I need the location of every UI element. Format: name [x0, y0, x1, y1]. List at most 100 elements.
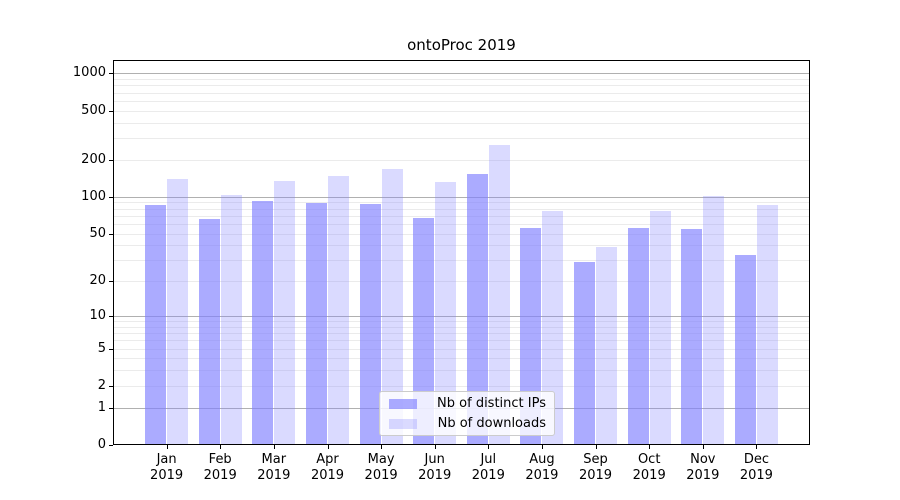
y-tick-label-50: 50	[89, 225, 106, 241]
month-label: Sep	[583, 452, 608, 467]
bar-downloads-jun	[435, 182, 457, 445]
month-label: May	[367, 452, 395, 467]
x-tick-mark-sep	[595, 445, 597, 449]
y-tick-label-2: 2	[97, 377, 106, 393]
month-label: Jul	[480, 452, 497, 467]
y-tick-label-100: 100	[81, 188, 106, 204]
y-tick-label-1: 1	[97, 399, 106, 415]
minor-gridline-600	[113, 100, 810, 102]
bar-downloads-sep	[596, 246, 617, 445]
minor-gridline-80	[113, 208, 810, 210]
y-tick-label-20: 20	[89, 273, 106, 289]
minor-gridline-60	[113, 223, 810, 225]
y-tick-mark-200	[109, 159, 113, 161]
bar-distinct-ips-apr	[306, 202, 327, 445]
y-tick-label-10: 10	[89, 308, 106, 323]
downloads-swatch-icon	[389, 418, 417, 429]
month-label: Jan	[156, 452, 177, 467]
bar-distinct-ips-jun	[413, 218, 435, 445]
minor-gridline-90	[113, 202, 810, 204]
minor-gridline-8	[113, 326, 810, 328]
y-tick-mark-100	[109, 196, 113, 198]
x-tick-mark-dec	[756, 445, 758, 449]
minor-gridline-5	[113, 348, 810, 350]
minor-gridline-2	[113, 385, 810, 387]
bar-distinct-ips-nov	[681, 229, 703, 445]
minor-gridline-20	[113, 281, 810, 283]
minor-gridline-300	[113, 138, 810, 139]
legend-item-distinct-ips: Nb of distinct IPs	[389, 395, 546, 412]
minor-gridline-7	[113, 333, 810, 335]
major-gridline-1000	[113, 73, 810, 75]
x-tick-mark-feb	[220, 445, 222, 449]
y-tick-label-0: 0	[97, 437, 106, 452]
month-label: Mar	[261, 452, 287, 467]
year-label: 2019	[418, 468, 452, 483]
y-tick-mark-500	[109, 110, 113, 112]
x-tick-label-feb: Feb 2019	[190, 452, 250, 484]
bar-distinct-ips-may	[359, 203, 381, 445]
x-tick-mark-may	[381, 445, 383, 449]
minor-gridline-200	[113, 159, 810, 161]
x-tick-label-jan: Jan 2019	[137, 452, 197, 484]
minor-gridline-700	[113, 92, 810, 94]
bar-distinct-ips-sep	[574, 262, 595, 445]
bar-downloads-mar	[274, 180, 296, 445]
bar-distinct-ips-feb	[198, 218, 220, 445]
year-label: 2019	[686, 468, 720, 483]
x-tick-mark-aug	[541, 445, 543, 449]
minor-gridline-900	[113, 79, 810, 80]
bar-downloads-may	[381, 169, 403, 445]
chart-title: ontoProc 2019	[407, 36, 516, 54]
year-label: 2019	[310, 468, 345, 483]
bar-distinct-ips-oct	[627, 228, 649, 445]
y-tick-mark-0	[109, 445, 113, 446]
x-tick-mark-nov	[702, 445, 704, 449]
distinct-ips-swatch-icon	[389, 398, 417, 409]
legend-item-downloads: Nb of downloads	[389, 415, 546, 432]
bar-distinct-ips-jan	[145, 205, 167, 445]
year-label: 2019	[632, 468, 666, 483]
legend-label: Nb of distinct IPs	[437, 396, 546, 411]
x-tick-mark-jul	[488, 445, 490, 449]
bar-distinct-ips-mar	[252, 201, 274, 445]
bar-downloads-aug	[542, 211, 564, 445]
minor-gridline-500	[113, 110, 810, 112]
bar-downloads-feb	[220, 194, 242, 445]
major-gridline-10	[113, 316, 810, 317]
month-label: Jun	[424, 452, 445, 467]
month-label: Apr	[316, 452, 339, 467]
year-label: 2019	[150, 468, 184, 483]
x-tick-label-dec: Dec 2019	[726, 452, 786, 484]
bar-downloads-apr	[328, 176, 349, 445]
x-tick-mark-jun	[434, 445, 436, 449]
year-label: 2019	[525, 468, 559, 483]
bar-distinct-ips-jul	[466, 174, 488, 445]
bar-distinct-ips-dec	[734, 255, 756, 445]
x-tick-label-apr: Apr 2019	[298, 452, 358, 484]
year-label: 2019	[471, 468, 505, 483]
y-tick-mark-2	[109, 385, 113, 387]
y-tick-mark-10	[109, 316, 113, 317]
x-tick-label-jul: Jul 2019	[458, 452, 518, 484]
minor-gridline-40	[113, 245, 810, 247]
x-tick-label-may: May 2019	[351, 452, 411, 484]
y-tick-label-500: 500	[81, 102, 106, 118]
legend: Nb of distinct IPs Nb of downloads	[379, 391, 555, 436]
x-tick-label-nov: Nov 2019	[673, 452, 733, 484]
year-label: 2019	[739, 468, 773, 483]
bar-downloads-nov	[703, 195, 725, 445]
y-tick-mark-5	[109, 348, 113, 350]
major-gridline-100	[113, 196, 810, 198]
minor-gridline-6	[113, 340, 810, 342]
y-tick-label-200: 200	[81, 151, 106, 167]
minor-gridline-30	[113, 260, 810, 262]
x-tick-label-aug: Aug 2019	[512, 452, 572, 484]
bar-downloads-jul	[488, 145, 510, 445]
minor-gridline-70	[113, 215, 810, 217]
y-tick-label-5: 5	[97, 340, 106, 356]
minor-gridline-800	[113, 85, 810, 87]
plot-area: Nb of distinct IPs Nb of downloads	[113, 60, 810, 445]
month-label: Feb	[208, 452, 232, 467]
